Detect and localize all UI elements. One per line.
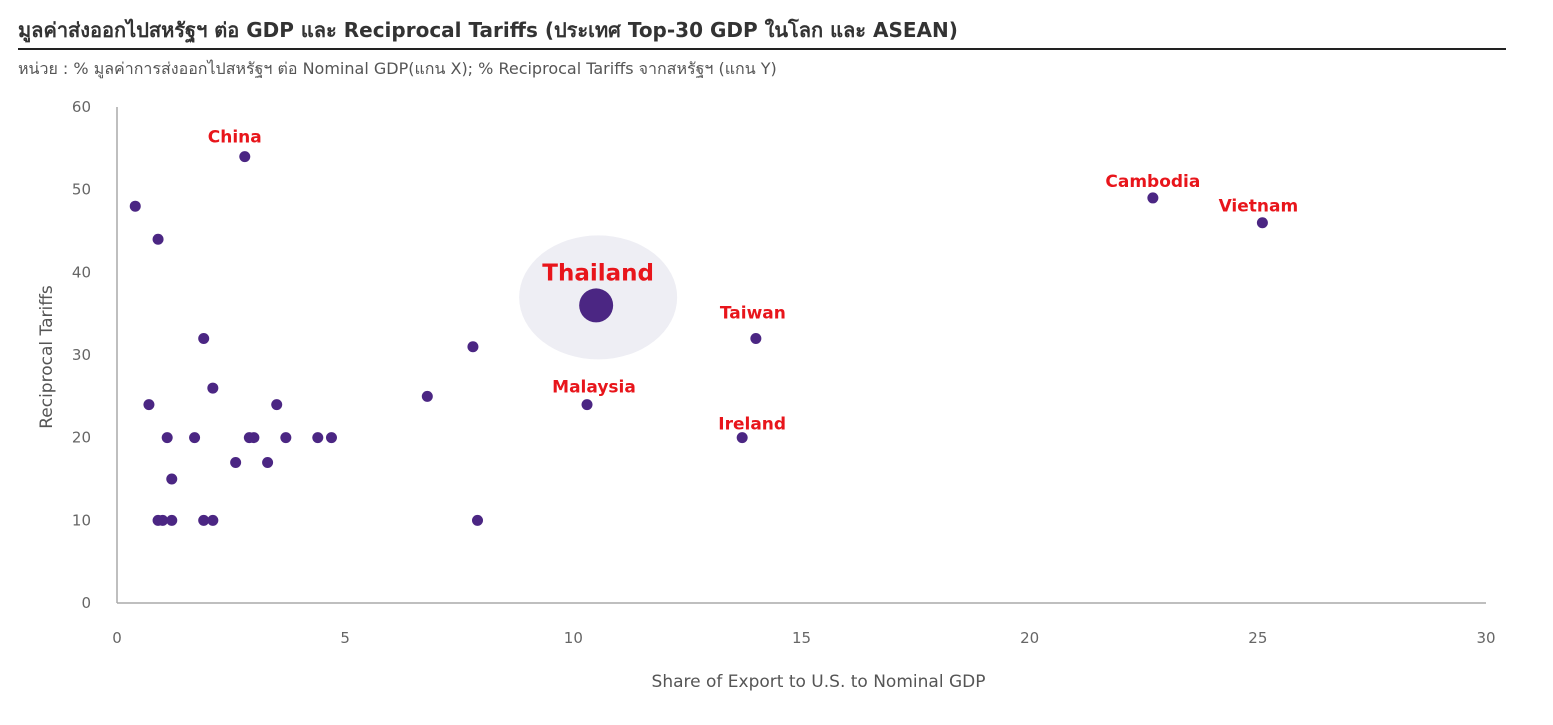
chart-title: มูลค่าส่งออกไปสหรัฐฯ ต่อ GDP และ Recipro… (18, 18, 958, 42)
label-ireland: Ireland (718, 415, 786, 435)
axes: 0 10 20 30 40 50 60 0 5 10 15 20 25 30 Share of Export… (37, 98, 1496, 692)
data-point (207, 382, 219, 394)
point-malaysia (581, 399, 593, 411)
label-cambodia: Cambodia (1105, 172, 1200, 192)
data-point (421, 390, 433, 402)
chart-subtitle: หน่วย : % มูลค่าการส่งออกไปสหรัฐฯ ต่อ No… (18, 59, 777, 78)
data-point (472, 514, 484, 526)
data-point (143, 399, 155, 411)
point-ireland (736, 432, 748, 444)
data-point (262, 456, 274, 468)
data-point (207, 514, 219, 526)
point-vietnam (1256, 217, 1268, 229)
data-point (248, 432, 260, 444)
y-tick-label: 0 (81, 594, 91, 612)
data-point (325, 432, 337, 444)
x-tick-label: 0 (112, 629, 122, 647)
x-tick-label: 5 (340, 629, 350, 647)
y-tick-label: 10 (72, 511, 91, 529)
data-point (198, 332, 210, 344)
label-vietnam: Vietnam (1219, 197, 1299, 217)
labels-layer: China Cambodia Vietnam Thailand Taiwan Malays… (208, 128, 1298, 435)
data-point (129, 200, 141, 212)
x-tick-label: 25 (1248, 629, 1267, 647)
data-point (161, 432, 173, 444)
point-china (239, 151, 251, 163)
x-tick-label: 10 (564, 629, 583, 647)
y-axis-title: Reciprocal Tariffs (37, 285, 57, 429)
data-point (166, 514, 178, 526)
data-point (166, 473, 178, 485)
title-divider (18, 48, 1506, 50)
y-tick-label: 60 (72, 98, 91, 116)
data-point (152, 233, 164, 245)
label-china: China (208, 128, 262, 148)
data-point (271, 399, 283, 411)
x-axis-title: Share of Export to U.S. to Nominal GDP (652, 672, 986, 692)
data-point (312, 432, 324, 444)
point-thailand (579, 288, 614, 323)
data-point (189, 432, 201, 444)
label-malaysia: Malaysia (552, 378, 636, 398)
x-tick-label: 15 (792, 629, 811, 647)
label-taiwan: Taiwan (720, 303, 786, 323)
data-point (198, 514, 210, 526)
point-cambodia (1147, 192, 1159, 204)
data-point (467, 341, 479, 353)
data-point (280, 432, 292, 444)
point-taiwan (750, 332, 762, 344)
points-layer (129, 151, 1268, 526)
y-tick-label: 30 (72, 346, 91, 364)
y-tick-label: 50 (72, 181, 91, 199)
x-tick-label: 20 (1020, 629, 1039, 647)
y-tick-label: 20 (72, 429, 91, 447)
x-tick-label: 30 (1476, 629, 1495, 647)
y-tick-label: 40 (72, 263, 91, 281)
data-point (157, 514, 169, 526)
data-point (230, 456, 242, 468)
label-thailand: Thailand (542, 260, 654, 286)
